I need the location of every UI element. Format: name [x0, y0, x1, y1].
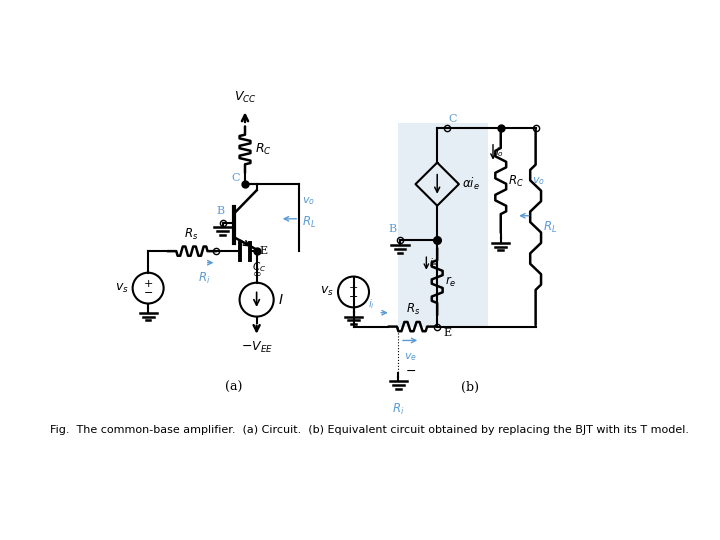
- Text: B: B: [389, 224, 397, 234]
- Text: (a): (a): [225, 381, 242, 394]
- Text: $\infty$: $\infty$: [252, 268, 261, 278]
- Text: E: E: [444, 328, 451, 338]
- Text: $r_e$: $r_e$: [445, 274, 456, 288]
- Text: $v_s$: $v_s$: [115, 281, 129, 295]
- Text: $R_i$: $R_i$: [392, 402, 405, 417]
- Text: $\alpha i_e$: $\alpha i_e$: [462, 176, 480, 192]
- Text: $-$: $-$: [405, 363, 415, 376]
- Text: $-V_{EE}$: $-V_{EE}$: [240, 340, 273, 355]
- Bar: [398, 123, 487, 327]
- Text: $C_C$: $C_C$: [252, 260, 266, 274]
- Text: $R_s$: $R_s$: [184, 227, 199, 242]
- Text: +: +: [143, 279, 153, 289]
- Text: Fig.  The common-base amplifier.  (a) Circuit.  (b) Equivalent circuit obtained : Fig. The common-base amplifier. (a) Circ…: [50, 425, 688, 435]
- Text: −: −: [143, 288, 153, 299]
- Text: $R_C$: $R_C$: [255, 142, 272, 157]
- Text: $R_L$: $R_L$: [302, 215, 316, 230]
- Text: $i_e$: $i_e$: [429, 256, 438, 271]
- Text: $R_C$: $R_C$: [508, 173, 524, 188]
- Text: $R_L$: $R_L$: [544, 220, 558, 235]
- Text: $v_e$: $v_e$: [404, 351, 417, 363]
- Text: $v_s$: $v_s$: [320, 286, 334, 299]
- Text: C: C: [231, 173, 240, 183]
- Text: +: +: [348, 283, 358, 293]
- Text: (b): (b): [461, 381, 479, 394]
- Text: $I$: $I$: [279, 293, 284, 307]
- Text: $V_{CC}$: $V_{CC}$: [233, 90, 256, 105]
- Text: C: C: [448, 114, 456, 124]
- Text: $v_o$: $v_o$: [532, 175, 545, 187]
- Text: B: B: [217, 206, 225, 217]
- Text: −: −: [348, 292, 358, 302]
- Text: $i_o$: $i_o$: [495, 146, 504, 159]
- Text: $R_i$: $R_i$: [199, 271, 211, 286]
- Text: $R_s$: $R_s$: [405, 302, 420, 318]
- Text: E: E: [259, 246, 267, 256]
- Text: $v_o$: $v_o$: [302, 195, 315, 207]
- Text: $i_i$: $i_i$: [369, 298, 375, 311]
